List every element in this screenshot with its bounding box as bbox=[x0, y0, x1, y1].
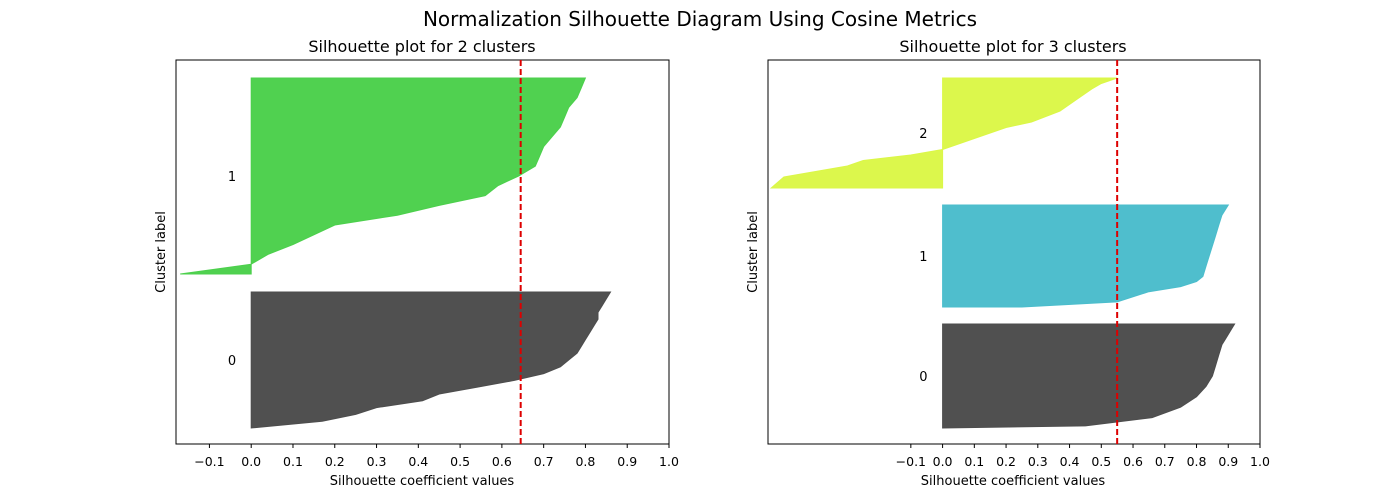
x-tick-label: 0.2 bbox=[325, 454, 345, 469]
chart-title: Silhouette plot for 2 clusters bbox=[308, 37, 535, 56]
y-axis-label: Cluster label bbox=[154, 211, 169, 293]
y-axis-label: Cluster label bbox=[746, 211, 761, 293]
x-axis-label: Silhouette coefficient values bbox=[330, 474, 515, 489]
x-tick-label: 0.0 bbox=[241, 454, 261, 469]
x-tick-label: 0.1 bbox=[964, 454, 984, 469]
cluster-1-area bbox=[942, 204, 1230, 308]
x-tick-label: −0.1 bbox=[896, 454, 926, 469]
x-tick-label: 1.0 bbox=[659, 454, 679, 469]
cluster-0-label: 0 bbox=[228, 354, 236, 369]
cluster-2-area bbox=[769, 77, 1118, 189]
x-axis-label: Silhouette coefficient values bbox=[921, 474, 1106, 489]
x-tick-label: 0.8 bbox=[1187, 454, 1207, 469]
x-tick-label: 0.7 bbox=[534, 454, 554, 469]
x-tick-label: 0.7 bbox=[1155, 454, 1175, 469]
x-tick-label: 0.5 bbox=[1091, 454, 1111, 469]
x-tick-label: 0.8 bbox=[575, 454, 595, 469]
x-tick-label: 0.9 bbox=[1218, 454, 1238, 469]
cluster-1-area bbox=[180, 77, 587, 275]
cluster-2-label: 2 bbox=[919, 127, 927, 142]
cluster-0-label: 0 bbox=[919, 370, 927, 385]
x-tick-label: 1.0 bbox=[1250, 454, 1270, 469]
x-tick-label: 0.9 bbox=[617, 454, 637, 469]
x-tick-label: 0.4 bbox=[408, 454, 428, 469]
chart-title: Silhouette plot for 3 clusters bbox=[899, 37, 1126, 56]
x-tick-label: 0.4 bbox=[1060, 454, 1080, 469]
x-tick-label: 0.1 bbox=[283, 454, 303, 469]
cluster-0-area bbox=[942, 323, 1236, 429]
x-tick-label: 0.3 bbox=[367, 454, 387, 469]
figure-title: Normalization Silhouette Diagram Using C… bbox=[423, 7, 977, 31]
cluster-1-label: 1 bbox=[919, 250, 927, 265]
x-tick-label: −0.1 bbox=[194, 454, 224, 469]
x-tick-label: 0.5 bbox=[450, 454, 470, 469]
x-tick-label: 0.6 bbox=[1123, 454, 1143, 469]
x-tick-label: 0.0 bbox=[933, 454, 953, 469]
x-tick-label: 0.3 bbox=[1028, 454, 1048, 469]
silhouette-chart-3-clusters: Silhouette plot for 3 clusters Silhouett… bbox=[746, 37, 1270, 489]
cluster-1-label: 1 bbox=[228, 170, 236, 185]
x-tick-label: 0.2 bbox=[996, 454, 1016, 469]
x-tick-label: 0.6 bbox=[492, 454, 512, 469]
silhouette-chart-2-clusters: Silhouette plot for 2 clusters Silhouett… bbox=[154, 37, 679, 489]
